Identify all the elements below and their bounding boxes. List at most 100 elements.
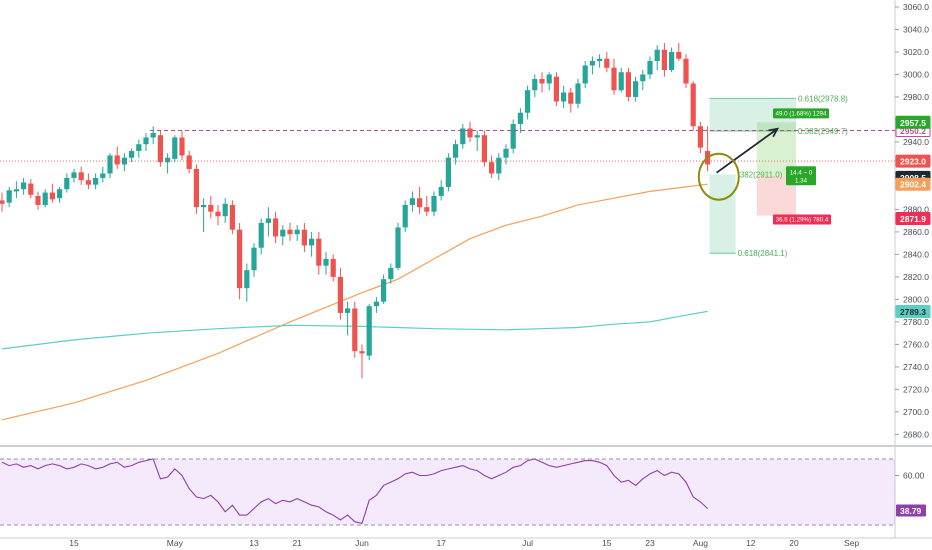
candle (172, 135, 178, 163)
candle-body (287, 229, 293, 235)
price-tick-label: 2860.0 (903, 227, 929, 237)
candle-body (345, 308, 351, 313)
candle (114, 146, 120, 169)
candle (6, 186, 12, 208)
candle (71, 168, 77, 183)
price-tick-label: 3060.0 (903, 2, 929, 12)
candle (525, 85, 531, 120)
candle (388, 263, 394, 284)
candle-body (352, 308, 358, 352)
candle-body (481, 135, 487, 163)
candle (517, 108, 523, 133)
candle (301, 222, 307, 253)
candle-body (193, 168, 199, 208)
candle-body (460, 128, 466, 145)
candle-body (78, 172, 84, 181)
candle-body (539, 78, 545, 84)
candle-body (546, 74, 552, 84)
candle-body (229, 204, 235, 230)
candle-body (561, 92, 567, 102)
price-tag: 2871.9 (895, 212, 931, 226)
candle (93, 173, 99, 190)
candle (431, 191, 437, 217)
candle-body (647, 60, 653, 75)
rsi-tick-label: 60.00 (903, 471, 925, 481)
candle (0, 192, 5, 212)
highlight-circle[interactable] (697, 152, 740, 201)
annotations[interactable] (0, 127, 895, 201)
candle (409, 191, 415, 212)
candle (661, 42, 667, 77)
price-tick-label: 3000.0 (903, 69, 929, 79)
candle-body (640, 74, 646, 82)
candle-body (568, 92, 574, 104)
candle (445, 153, 451, 192)
candle-body (503, 148, 509, 158)
candle (546, 72, 552, 91)
target-label: 49.0 (1.68%) 1294 (776, 110, 827, 117)
forecast-arrow[interactable] (716, 128, 778, 174)
price-axis[interactable]: 2680.0 2700.0 2720.0 2740.0 2760.0 2780.0 2800… (895, 2, 931, 439)
candle (503, 144, 509, 165)
candle-body (604, 58, 610, 68)
price-tick-label: 2800.0 (903, 294, 929, 304)
candle (244, 263, 250, 302)
candle-body (6, 190, 12, 203)
candle (359, 344, 365, 379)
candle-body (489, 162, 495, 174)
candle-body (467, 128, 473, 138)
time-axis[interactable]: 15 May 13 21 Jun 17 Jul 15 23 Aug 12 20 Sep (69, 538, 859, 548)
candle-body (129, 150, 135, 158)
candle (381, 274, 387, 304)
candle (373, 297, 379, 313)
candle (179, 130, 185, 160)
candle (690, 81, 696, 131)
candle (136, 139, 142, 158)
candle-body (575, 83, 581, 104)
drawing-tools[interactable]: 0.618(2978.8) 0.382(2949.7) .382(2911.0) 0.… (709, 94, 849, 258)
candle-body (323, 258, 329, 266)
candle-body (496, 157, 502, 174)
candle (229, 200, 235, 235)
candle-body (71, 172, 77, 178)
candle (481, 130, 487, 167)
candle (417, 186, 423, 214)
candle (251, 243, 257, 277)
candle (85, 173, 91, 190)
candle-body (114, 155, 120, 165)
candle (64, 173, 70, 193)
candle-body (532, 78, 538, 91)
price-tick-label: 2820.0 (903, 272, 929, 282)
price-tick-label: 3020.0 (903, 47, 929, 57)
candle (316, 231, 322, 275)
candle-body (553, 76, 559, 102)
price-tag-box (895, 212, 931, 226)
candle (553, 72, 559, 106)
fib-lower-zone[interactable] (709, 174, 736, 254)
candle-body (417, 198, 423, 208)
candle-body (258, 222, 264, 248)
candle (265, 207, 271, 237)
candle-body (633, 81, 639, 97)
candle (100, 166, 106, 183)
candle (13, 181, 19, 199)
candle (150, 126, 156, 145)
candle (323, 252, 329, 275)
candle-body (409, 198, 415, 205)
candle (57, 186, 63, 203)
candle (510, 119, 516, 154)
candle (597, 54, 603, 68)
candle-body (402, 204, 408, 228)
price-tick-label: 2680.0 (903, 429, 929, 439)
candle (395, 222, 401, 271)
candle (640, 69, 646, 91)
candle-body (265, 218, 271, 223)
time-tick-label: 23 (645, 538, 655, 548)
fib-upper-bottom-label: 0.382(2949.7) (798, 127, 848, 136)
price-tick-label: 2840.0 (903, 249, 929, 259)
candle (121, 153, 127, 172)
candle (193, 164, 199, 214)
candle-body (517, 112, 523, 124)
